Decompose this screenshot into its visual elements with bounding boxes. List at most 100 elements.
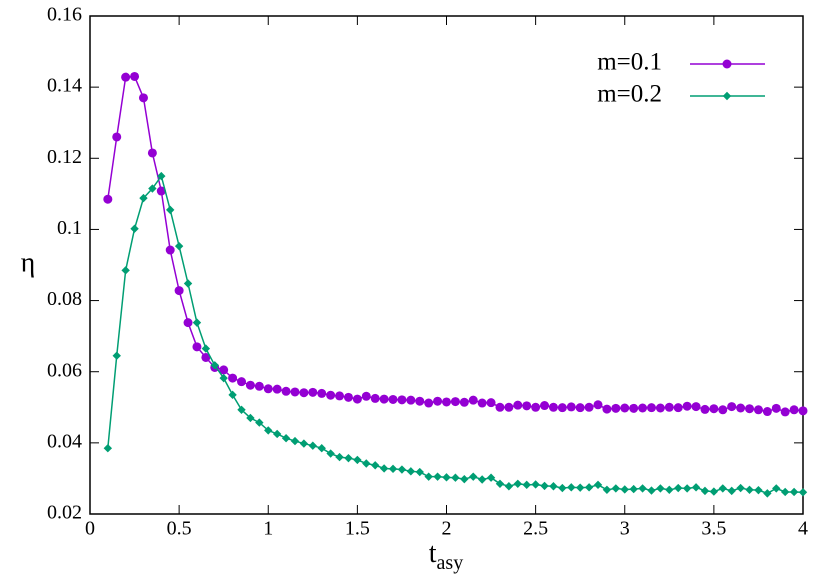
data-point — [166, 205, 175, 215]
data-point — [415, 396, 425, 406]
data-point — [745, 404, 755, 414]
data-point — [406, 395, 416, 405]
data-point — [477, 475, 487, 484]
data-point — [281, 386, 291, 396]
data-point — [397, 465, 407, 474]
data-point — [566, 402, 576, 412]
data-point — [700, 404, 710, 414]
y-tick-label: 0.16 — [47, 4, 82, 26]
data-point — [450, 397, 460, 407]
data-point — [397, 395, 407, 405]
y-axis-label: η — [21, 247, 36, 278]
data-point — [246, 413, 255, 423]
data-point — [139, 193, 148, 203]
data-point — [727, 486, 736, 496]
legend-label: m=0.1 — [597, 49, 662, 76]
data-point — [183, 279, 193, 288]
data-point — [558, 483, 567, 493]
data-point — [165, 245, 175, 255]
data-point — [192, 318, 202, 327]
data-point — [343, 392, 353, 402]
data-point — [263, 384, 273, 394]
data-point — [148, 184, 157, 193]
data-point — [183, 318, 193, 328]
data-point — [130, 71, 140, 81]
data-point — [611, 484, 621, 493]
data-point — [798, 406, 808, 416]
data-point — [682, 484, 692, 493]
data-point — [335, 391, 345, 401]
x-tick-label: 4 — [798, 518, 808, 540]
data-point — [379, 464, 389, 473]
data-point — [174, 241, 184, 251]
data-point — [308, 387, 318, 397]
data-point — [691, 483, 701, 492]
data-point — [469, 472, 478, 481]
data-point — [353, 455, 362, 465]
x-tick-label: 0.5 — [167, 518, 192, 540]
data-point — [442, 473, 451, 482]
data-point — [290, 436, 300, 446]
data-point — [540, 401, 550, 411]
data-point — [629, 484, 638, 494]
data-point — [772, 484, 781, 493]
data-point — [210, 361, 219, 370]
data-point — [121, 266, 130, 275]
y-tick-label: 0.12 — [47, 146, 82, 168]
data-point — [718, 405, 728, 415]
data-point — [682, 401, 692, 411]
data-point — [548, 402, 558, 412]
data-point — [629, 403, 639, 413]
data-point — [299, 439, 309, 448]
data-point — [736, 403, 746, 413]
data-point — [486, 473, 496, 482]
legend-marker — [722, 91, 732, 101]
data-point — [522, 480, 531, 490]
data-point — [673, 403, 683, 413]
y-tick-label: 0.06 — [47, 359, 82, 381]
data-point — [388, 464, 398, 474]
data-point — [406, 467, 416, 476]
data-point — [103, 443, 113, 453]
data-point — [495, 402, 505, 412]
data-point — [228, 390, 237, 400]
data-point — [424, 398, 434, 408]
data-point — [727, 402, 737, 412]
data-point — [352, 394, 362, 404]
x-tick-label: 0 — [85, 518, 95, 540]
data-point — [371, 461, 380, 470]
data-point — [192, 342, 202, 352]
data-point — [201, 352, 211, 362]
data-point — [362, 459, 371, 468]
data-point — [709, 487, 719, 496]
data-point — [254, 381, 264, 391]
data-point — [593, 400, 603, 410]
data-point — [718, 484, 727, 493]
data-point — [798, 488, 808, 497]
data-point — [335, 452, 344, 462]
data-point — [754, 485, 763, 495]
data-point — [593, 480, 603, 490]
data-point — [780, 487, 790, 497]
y-tick-label: 0.1 — [57, 217, 82, 239]
x-tick-label: 3.5 — [701, 518, 726, 540]
x-tick-label: 1.5 — [345, 518, 370, 540]
data-point — [567, 483, 576, 492]
data-point — [112, 132, 122, 142]
data-point — [219, 373, 228, 383]
data-point — [602, 404, 612, 414]
data-point — [468, 395, 478, 405]
data-point — [460, 474, 469, 484]
data-point — [486, 398, 496, 408]
data-point — [201, 344, 211, 353]
data-point — [255, 418, 264, 427]
data-point — [290, 387, 300, 397]
data-point — [219, 365, 229, 375]
data-point — [308, 441, 318, 450]
data-point — [388, 394, 398, 404]
data-point — [424, 472, 433, 481]
y-tick-label: 0.14 — [47, 75, 82, 97]
data-point — [513, 400, 523, 410]
data-point — [477, 398, 487, 408]
